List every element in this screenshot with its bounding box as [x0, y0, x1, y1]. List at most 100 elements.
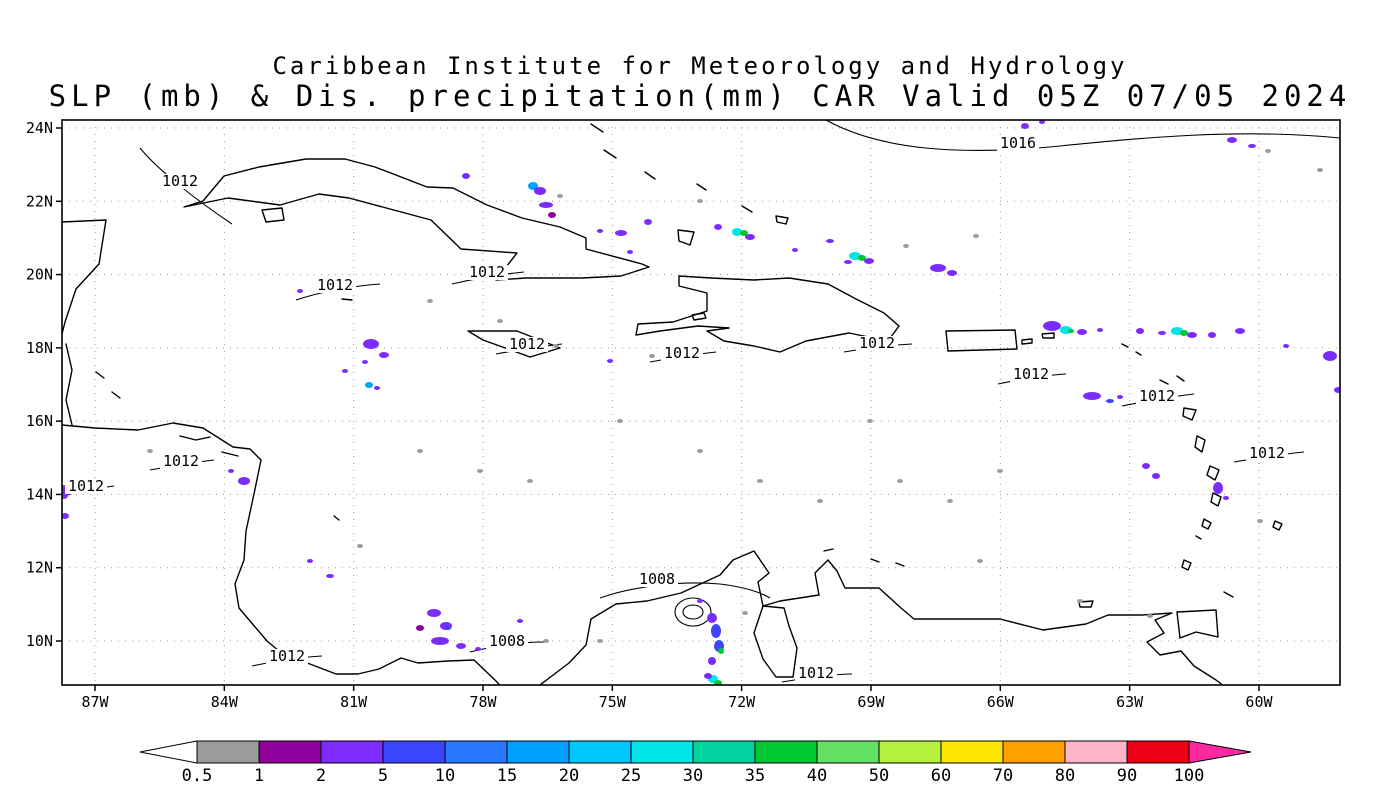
precip-cell	[1317, 168, 1323, 172]
precip-cell	[1068, 329, 1074, 333]
precip-cell	[714, 680, 722, 685]
lon-axis-label: 60W	[1245, 693, 1273, 711]
lat-axis-label: 18N	[26, 339, 53, 357]
precip-cell	[1152, 473, 1160, 479]
isobar-label: 1008	[489, 632, 525, 650]
colorbar-segment	[382, 740, 446, 764]
lon-axis-label: 84W	[211, 693, 239, 711]
lon-axis-label: 78W	[469, 693, 497, 711]
isobar-1012-lines	[62, 147, 1305, 683]
precip-cell	[1227, 137, 1237, 143]
colorbar-segment	[1002, 740, 1066, 764]
precip-cell	[597, 639, 603, 643]
colorbar-tick-label: 25	[621, 766, 641, 786]
precip-cell	[365, 382, 373, 388]
lon-axis-label: 66W	[987, 693, 1015, 711]
coastline-cuba	[183, 158, 650, 281]
precip-cell	[1180, 330, 1188, 336]
isobar-label: 1012	[798, 664, 834, 682]
isobar-label: 1012	[1013, 365, 1049, 383]
precip-cell	[445, 626, 451, 630]
precip-cell	[817, 499, 823, 503]
coastline-south-america	[538, 550, 1224, 685]
precip-cell	[1323, 351, 1337, 361]
colorbar-segment	[940, 740, 1004, 764]
colorbar-tick-label: 20	[559, 766, 579, 786]
precip-cell	[649, 354, 655, 358]
coastline-puerto-rico	[945, 329, 1033, 352]
precip-layer	[62, 120, 1340, 685]
isobar-label-bg	[1246, 446, 1288, 461]
colorbar-tick-label: 10	[435, 766, 455, 786]
precip-cell	[708, 657, 716, 665]
precip-cell	[903, 244, 909, 248]
precip-cell	[527, 479, 533, 483]
isobar-label: 1012	[317, 276, 353, 294]
isobar-label-layer: 1012 1016 1012 1012 1012 1012 1012 1012 1012 1012…	[65, 134, 1288, 682]
plot-title-institute: Caribbean Institute for Meteorology and …	[272, 52, 1127, 80]
precip-cell	[1097, 328, 1103, 332]
precip-cell	[1077, 329, 1087, 335]
precip-cell	[826, 239, 834, 243]
precip-cell	[1043, 321, 1061, 331]
precip-cell	[1158, 331, 1166, 335]
precip-cell	[858, 255, 866, 261]
precip-cell	[326, 574, 334, 578]
precip-cell	[947, 499, 953, 503]
colorbar-segment	[1126, 740, 1190, 764]
coastline-layer	[62, 123, 1283, 685]
precip-cell	[475, 647, 481, 651]
precip-cell	[534, 187, 546, 195]
isobar-label-bg	[1136, 389, 1178, 404]
colorbar-tick-label: 0.5	[182, 766, 213, 786]
precip-cell	[864, 258, 874, 264]
colorbar-tick-label: 90	[1117, 766, 1137, 786]
coastline-bahamas	[341, 123, 789, 301]
colorbar-segment	[1064, 740, 1128, 764]
precip-cell	[1223, 496, 1229, 500]
precip-cell	[697, 449, 703, 453]
precip-cell	[307, 559, 313, 563]
lat-axis-label: 14N	[26, 485, 53, 503]
isobar-label-bg	[1010, 367, 1052, 382]
lat-axis-label: 16N	[26, 412, 53, 430]
precip-cell	[1106, 399, 1114, 403]
colorbar-tick-label: 1	[254, 766, 264, 786]
precip-cell	[897, 479, 903, 483]
precip-cell	[973, 234, 979, 238]
lat-axis-label: 12N	[26, 559, 53, 577]
precip-cell	[1147, 614, 1153, 618]
precip-cell	[711, 624, 721, 638]
precip-cell	[416, 625, 424, 631]
isobar-label: 1012	[162, 172, 198, 190]
precip-cell	[757, 479, 763, 483]
precip-cell	[543, 639, 549, 643]
precip-cell	[238, 477, 250, 485]
colorbar-tick-label: 15	[497, 766, 517, 786]
isobar-closed-low-outer	[674, 597, 712, 627]
precip-cell	[362, 360, 368, 364]
precip-cell	[431, 637, 449, 645]
precip-cell	[462, 173, 470, 179]
precip-cell	[1235, 328, 1245, 334]
isobar-label-bg	[314, 278, 356, 293]
isobar-label-bg	[661, 346, 703, 361]
precip-cell	[1021, 123, 1029, 129]
precip-cell	[1083, 392, 1101, 400]
coastline-hispaniola	[635, 275, 900, 353]
precip-cell	[732, 228, 742, 236]
colorbar-tick-label: 50	[869, 766, 889, 786]
precip-cell	[517, 619, 523, 623]
precip-cell	[607, 359, 613, 363]
isobar-label: 1012	[469, 263, 505, 281]
grid-layer	[62, 120, 1340, 685]
precip-cell	[1187, 332, 1197, 338]
colorbar-tick-label: 35	[745, 766, 765, 786]
isobar-label: 1012	[664, 344, 700, 362]
precip-cell	[374, 386, 380, 390]
precip-cell	[528, 182, 538, 190]
isobar-1016-line	[825, 120, 1340, 151]
isobar-label-bg	[486, 634, 528, 649]
coastline-abc-islands	[333, 515, 905, 567]
